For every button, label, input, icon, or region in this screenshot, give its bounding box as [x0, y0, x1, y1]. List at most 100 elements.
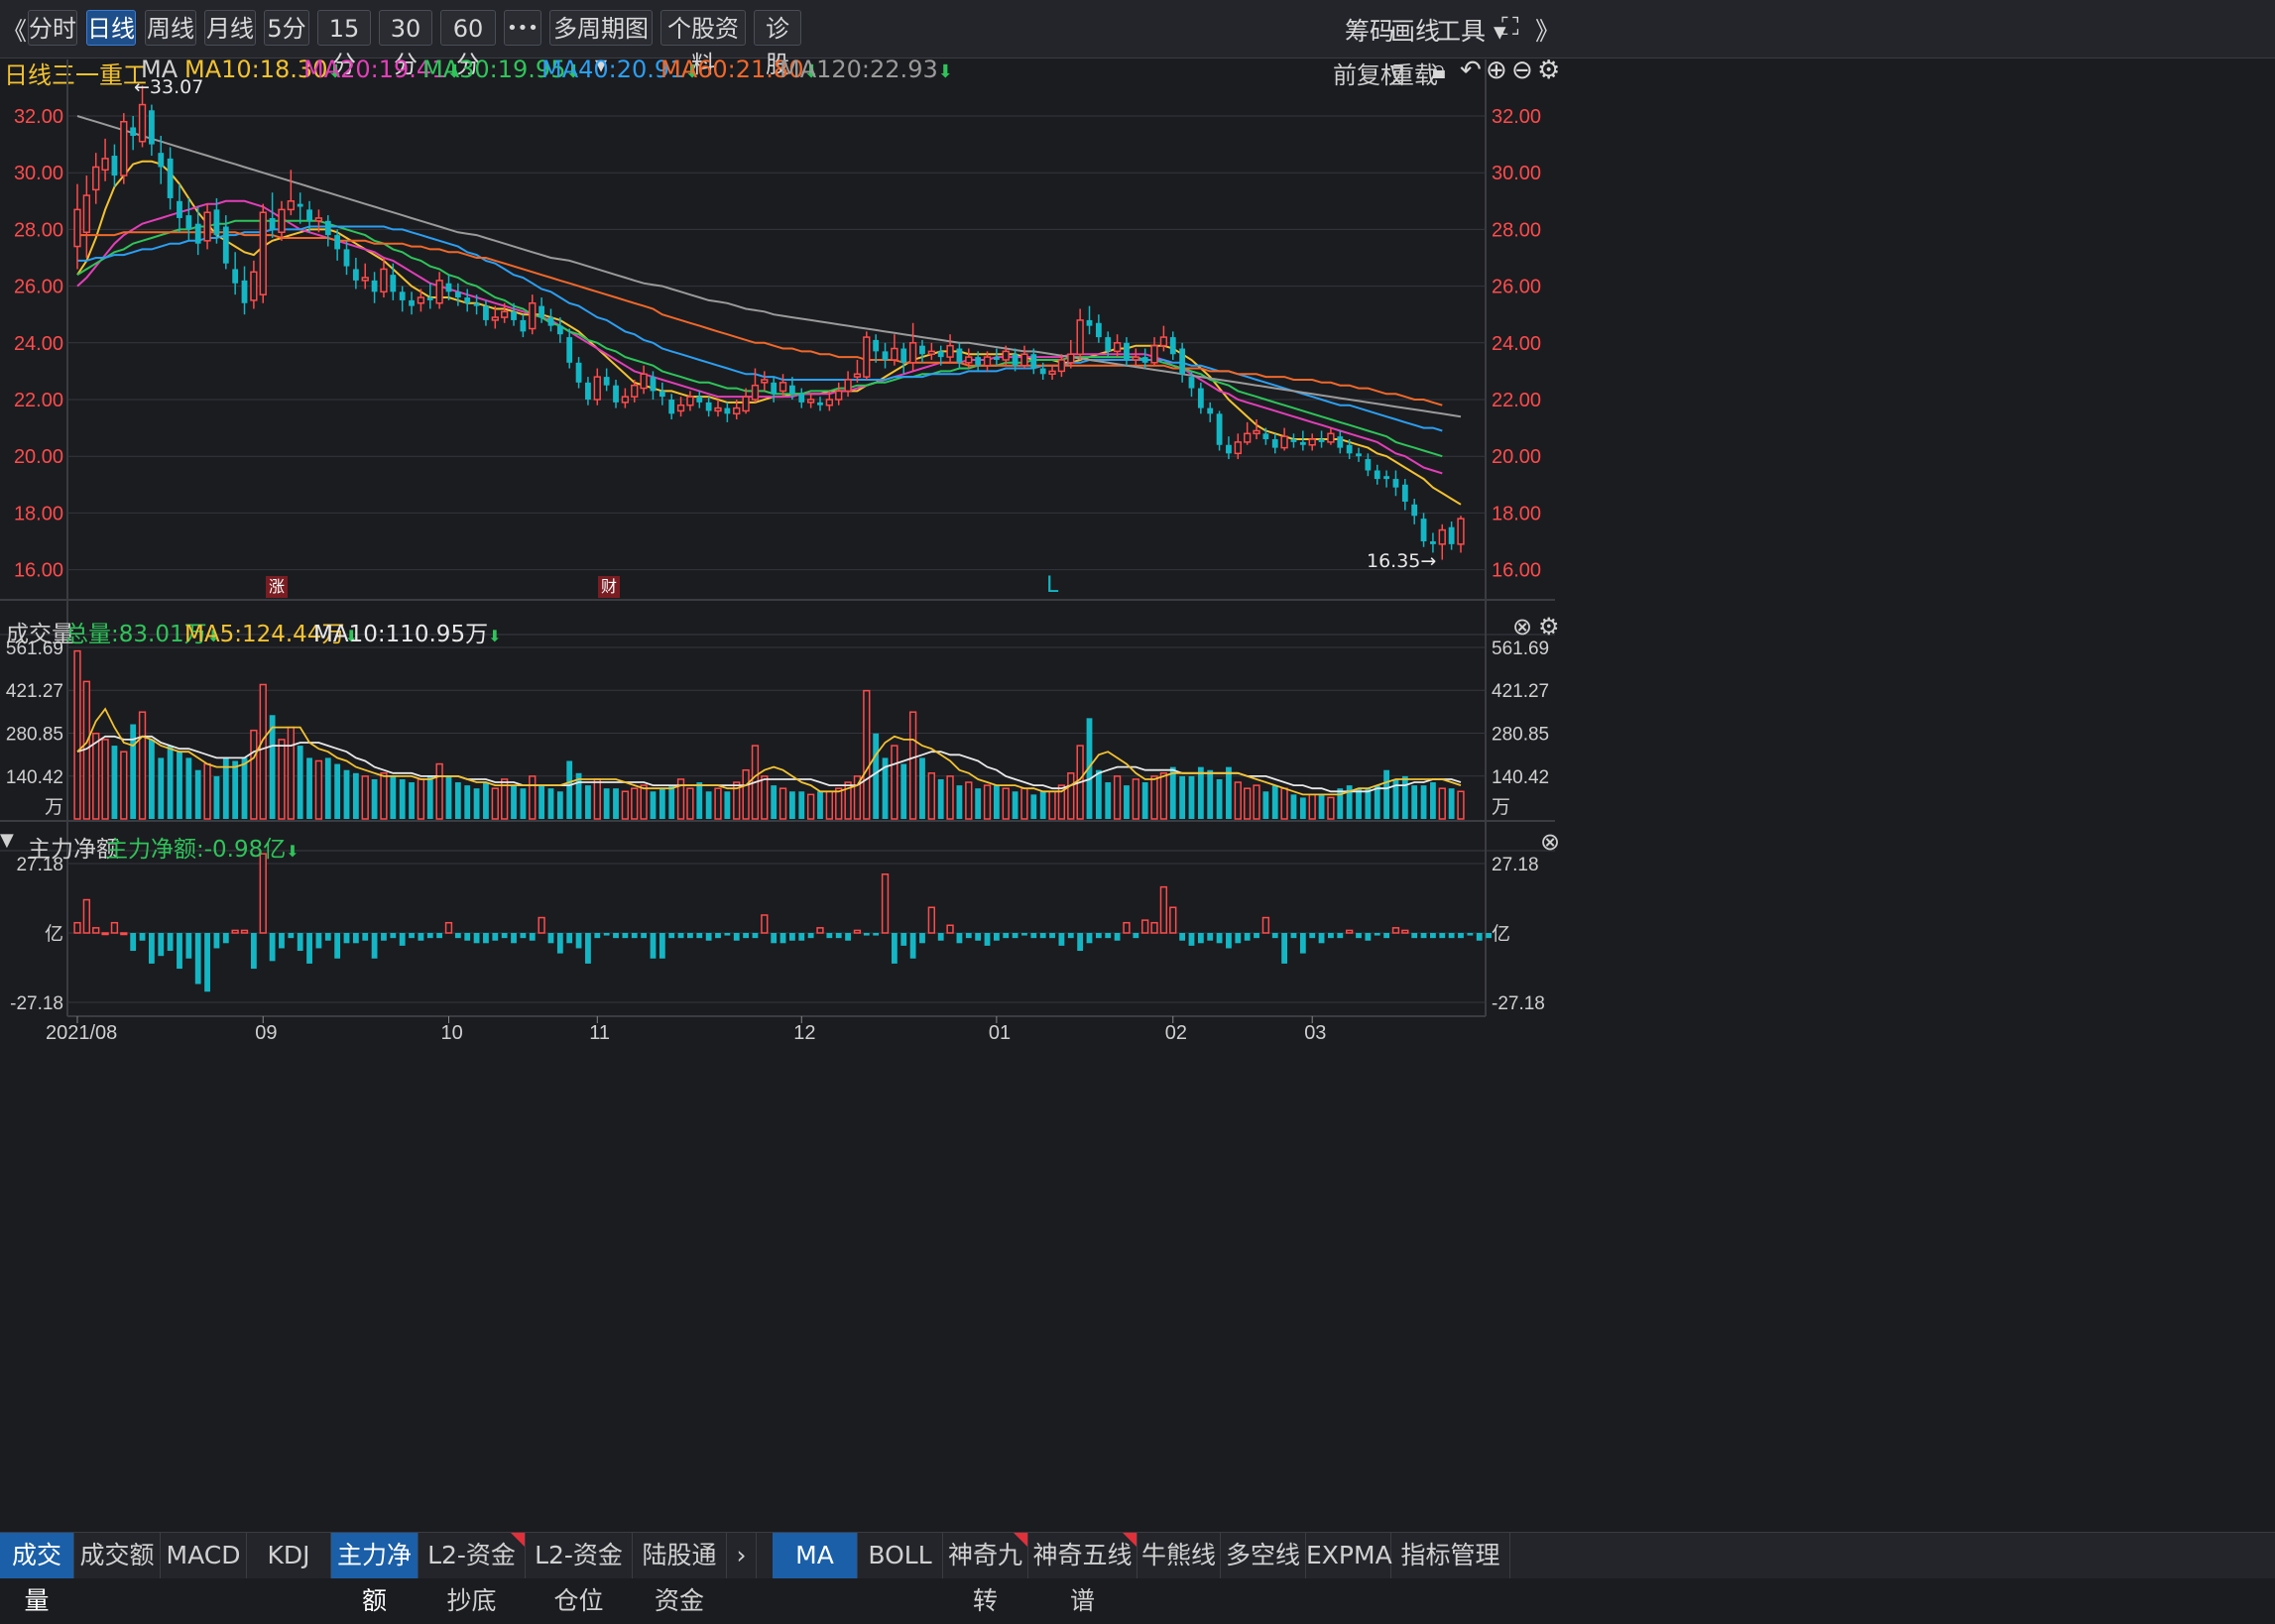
- undo-icon[interactable]: ↶: [1460, 56, 1482, 85]
- tab-scroll-right-icon[interactable]: ›: [727, 1533, 757, 1578]
- kline-chart[interactable]: 32.00 32.00 30.00 30.00 28.00 28.00 26.00 26.00…: [0, 0, 1555, 1532]
- indicator-tab-7[interactable]: 陆股通资金: [633, 1533, 727, 1615]
- fullscreen-icon[interactable]: ⛶: [1501, 12, 1519, 41]
- flow-bar-negative: [473, 933, 480, 944]
- collapse-left-icon[interactable]: 《: [2, 17, 28, 46]
- candle-body: [593, 376, 601, 401]
- overlay-tab-4[interactable]: 牛熊线: [1138, 1533, 1221, 1578]
- candle-body: [454, 291, 461, 298]
- new-flag-icon: [511, 1533, 525, 1547]
- collapse-right-icon[interactable]: 》: [1535, 17, 1561, 46]
- overlay-tab-1[interactable]: BOLL: [858, 1533, 943, 1578]
- indicator-tab-2[interactable]: MACD: [161, 1533, 247, 1578]
- overlay-tab-5[interactable]: 多空线: [1221, 1533, 1306, 1578]
- flow-bar-positive: [231, 929, 239, 934]
- close-volume-icon[interactable]: ⊗: [1512, 613, 1533, 640]
- flow-bar-negative: [631, 933, 638, 939]
- drawing-button[interactable]: 画线: [1390, 17, 1441, 46]
- limit-up-marker[interactable]: 涨: [266, 576, 288, 598]
- forward-adjust-button[interactable]: 前复权: [1333, 61, 1404, 89]
- flow-bar-negative: [1290, 933, 1297, 939]
- volume-bar: [1132, 778, 1139, 820]
- volume-bar: [863, 689, 871, 820]
- flow-bar-negative: [222, 933, 229, 944]
- candle-body: [213, 209, 220, 236]
- candle-body: [1374, 470, 1380, 480]
- overlay-tab-0[interactable]: MA: [773, 1533, 858, 1578]
- flow-bar-negative: [1383, 933, 1390, 939]
- reload-button[interactable]: 重载: [1390, 61, 1438, 89]
- flow-tick-label-left: 27.18: [16, 855, 63, 875]
- volume-settings-icon[interactable]: ⚙: [1538, 613, 1560, 640]
- volume-bar: [278, 739, 286, 820]
- flow-bar-negative: [213, 933, 220, 949]
- l-marker[interactable]: L: [1046, 573, 1059, 598]
- indicator-tab-5[interactable]: L2-资金抄底: [419, 1533, 526, 1615]
- multi-period-dropdown[interactable]: 多周期图 ▾: [549, 10, 653, 78]
- flow-bar-negative: [390, 933, 397, 939]
- volume-bar: [733, 781, 741, 820]
- overlay-tab-6[interactable]: EXPMA: [1306, 1533, 1392, 1578]
- candle-body: [1197, 388, 1204, 408]
- volume-bar: [873, 733, 880, 819]
- period-button-fenshi[interactable]: 分时: [28, 10, 77, 46]
- period-button-30min[interactable]: 30分: [379, 10, 432, 78]
- volume-ma-lines: [76, 707, 1462, 796]
- overlay-tab-2[interactable]: 神奇九转: [943, 1533, 1028, 1615]
- candle-body: [158, 153, 165, 168]
- flow-bar-positive: [761, 914, 769, 934]
- overlay-tab-7[interactable]: 指标管理: [1391, 1533, 1510, 1578]
- price-tick-label-right: 32.00: [1492, 106, 1541, 128]
- volume-bar: [1159, 772, 1168, 820]
- price-tick-label-right: 26.00: [1492, 277, 1541, 298]
- flow-bar-negative: [1458, 933, 1464, 939]
- indicator-tab-4[interactable]: 主力净额: [331, 1533, 419, 1615]
- candle-body: [621, 396, 630, 404]
- period-button-daily[interactable]: 日线: [86, 10, 136, 46]
- volume-bar: [511, 785, 517, 819]
- lock-icon[interactable]: 🔒︎: [1432, 56, 1446, 85]
- volume-bar: [742, 768, 750, 820]
- candle-body: [1057, 359, 1066, 373]
- volume-bar: [919, 757, 925, 819]
- volume-bar: [1448, 788, 1455, 819]
- collapse-flow-icon[interactable]: ▼: [0, 830, 14, 851]
- flow-bar-negative: [779, 933, 786, 944]
- high-price-label: ←33.07: [134, 76, 204, 98]
- candle-body: [975, 357, 982, 366]
- volume-bar: [724, 791, 731, 819]
- overlay-tab-3[interactable]: 神奇五线谱: [1028, 1533, 1138, 1615]
- zoom-in-icon[interactable]: ⊕: [1486, 56, 1507, 85]
- volume-ma5: MA5:124.44万⬇: [184, 622, 358, 647]
- more-periods-button[interactable]: •••: [504, 10, 541, 46]
- zoom-out-icon[interactable]: ⊖: [1511, 56, 1533, 85]
- candle-body: [539, 305, 545, 318]
- period-button-weekly[interactable]: 周线: [145, 10, 196, 46]
- tools-dropdown[interactable]: 工具 ▾: [1436, 17, 1506, 46]
- indicator-tab-0[interactable]: 成交量: [0, 1533, 74, 1615]
- period-button-60min[interactable]: 60分: [440, 10, 496, 78]
- flow-bar-negative: [1058, 933, 1065, 946]
- candle-body: [640, 373, 648, 390]
- chip-distribution-button[interactable]: 筹码: [1345, 17, 1395, 46]
- indicator-tab-6[interactable]: L2-资金仓位: [526, 1533, 633, 1615]
- stock-profile-button[interactable]: 个股资料: [660, 10, 746, 78]
- flow-bar-negative: [362, 933, 369, 941]
- volume-bar: [547, 788, 554, 819]
- close-flow-icon[interactable]: ⊗: [1540, 828, 1561, 856]
- indicator-tab-1[interactable]: 成交额: [74, 1533, 161, 1578]
- financial-report-marker[interactable]: 财: [598, 576, 620, 598]
- low-price-label: 16.35→: [1367, 550, 1437, 572]
- flow-bar-negative: [1486, 933, 1492, 939]
- period-button-15min[interactable]: 15分: [317, 10, 371, 78]
- candle-body: [1308, 438, 1316, 446]
- period-button-5min[interactable]: 5分: [264, 10, 309, 46]
- candle-body: [111, 156, 118, 176]
- candle-body: [1067, 353, 1075, 364]
- flow-bar-negative: [483, 933, 489, 944]
- period-button-monthly[interactable]: 月线: [204, 10, 256, 46]
- indicator-tab-3[interactable]: KDJ: [247, 1533, 331, 1578]
- settings-icon[interactable]: ⚙: [1537, 56, 1561, 85]
- candle-body: [120, 120, 128, 176]
- diagnosis-button[interactable]: 诊股: [754, 10, 801, 78]
